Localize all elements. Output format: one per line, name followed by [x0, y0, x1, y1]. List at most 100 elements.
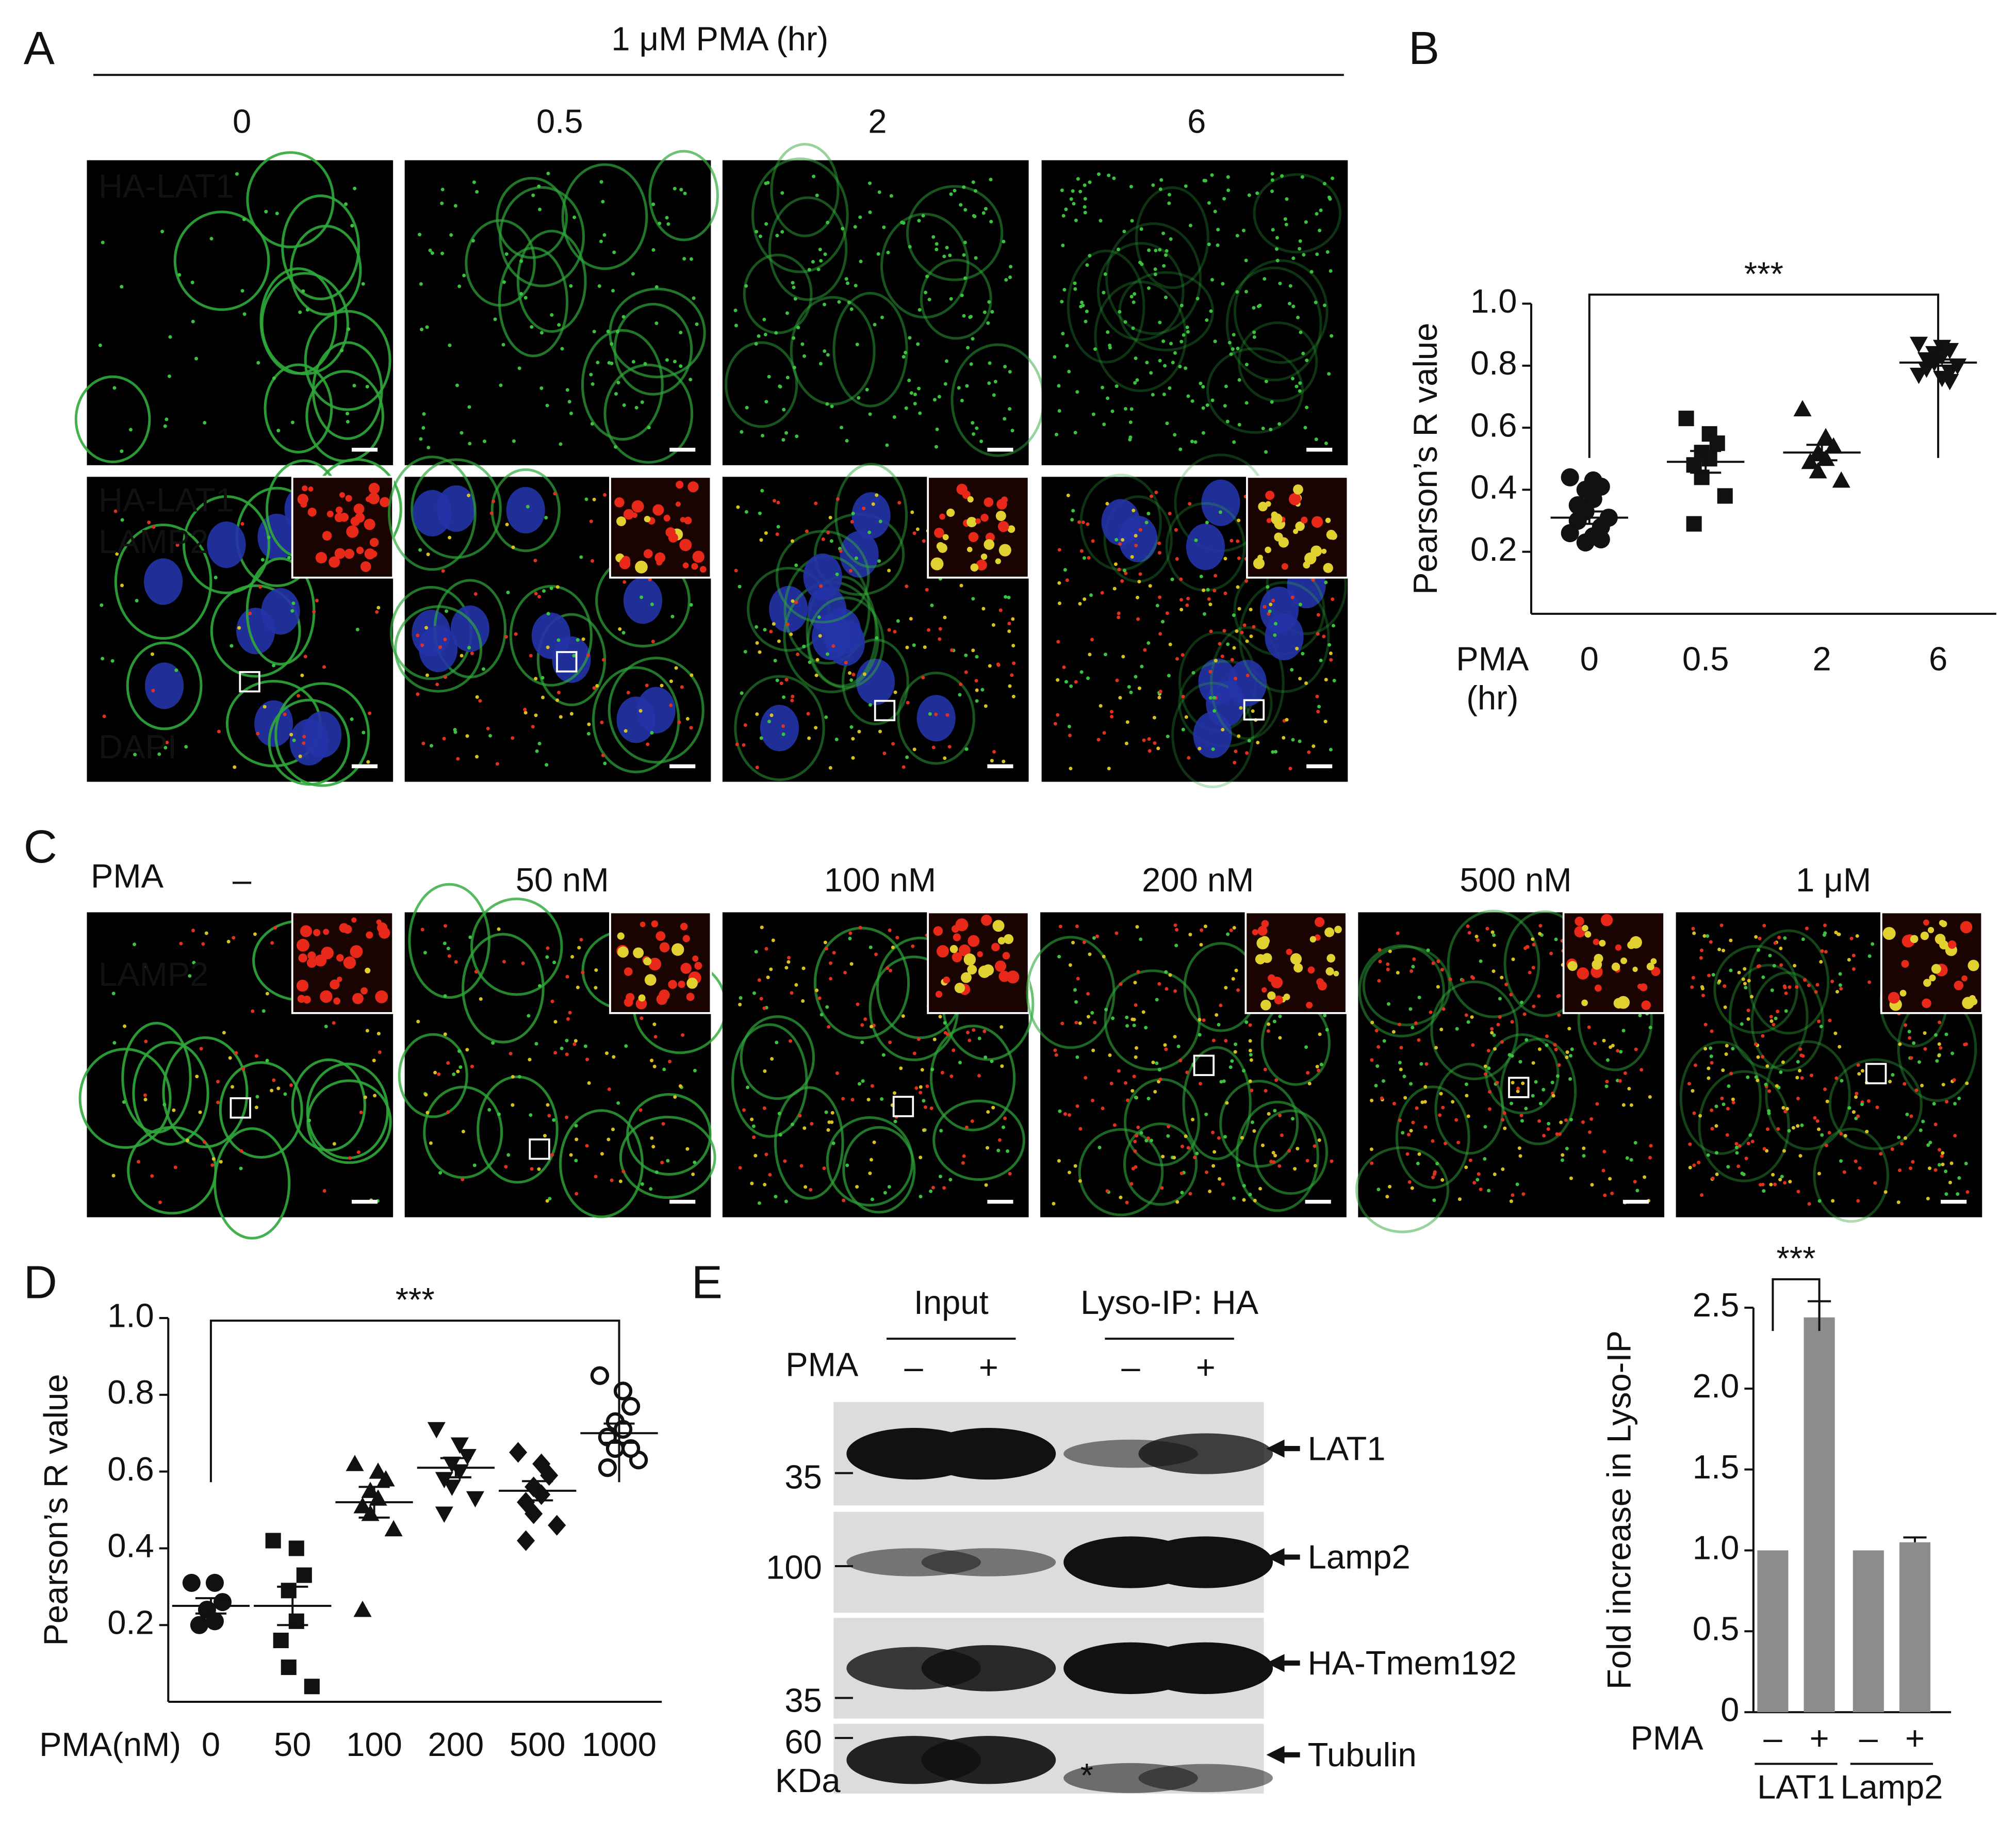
- cell-outline: [1135, 186, 1209, 289]
- point: [1686, 516, 1702, 532]
- puncta: [1063, 1112, 1068, 1116]
- puncta: [925, 1084, 929, 1088]
- puncta: [801, 966, 806, 970]
- puncta: [1221, 728, 1225, 732]
- puncta: [555, 585, 560, 589]
- puncta: [373, 1094, 377, 1098]
- puncta: [902, 355, 906, 359]
- puncta: [273, 925, 277, 930]
- puncta: [1867, 954, 1872, 958]
- inset-puncta: [656, 994, 668, 1005]
- puncta: [1213, 339, 1217, 344]
- puncta: [1140, 664, 1144, 669]
- puncta: [938, 1175, 942, 1179]
- cell-outline: [260, 272, 349, 376]
- puncta: [1522, 1012, 1527, 1016]
- puncta: [862, 672, 866, 676]
- puncta: [175, 543, 179, 547]
- puncta: [1518, 1154, 1522, 1158]
- puncta: [1629, 1158, 1633, 1162]
- puncta: [1012, 661, 1016, 665]
- puncta: [1815, 983, 1820, 987]
- nucleus: [1186, 523, 1225, 571]
- puncta: [565, 1038, 569, 1043]
- puncta: [1731, 1047, 1735, 1051]
- puncta: [1587, 1130, 1592, 1134]
- puncta: [1865, 1130, 1869, 1134]
- puncta: [422, 412, 426, 416]
- puncta: [1146, 1096, 1151, 1100]
- puncta: [468, 442, 472, 446]
- puncta: [1173, 1035, 1177, 1039]
- puncta: [931, 1185, 935, 1190]
- cell-outline: [291, 1058, 366, 1152]
- puncta: [755, 641, 759, 645]
- inset-puncta: [356, 546, 364, 555]
- inset-puncta: [997, 937, 1006, 945]
- cell-outline: [210, 584, 301, 678]
- puncta: [764, 222, 768, 226]
- puncta: [1103, 272, 1107, 276]
- puncta: [1152, 715, 1156, 720]
- puncta: [1303, 426, 1307, 430]
- inset-puncta: [984, 539, 995, 550]
- puncta: [1325, 1028, 1329, 1032]
- puncta: [289, 733, 293, 737]
- band: [921, 1427, 1056, 1480]
- puncta: [1322, 182, 1326, 186]
- puncta: [1327, 372, 1331, 376]
- puncta: [177, 273, 182, 277]
- puncta: [919, 1195, 923, 1199]
- puncta: [923, 1105, 927, 1109]
- puncta: [1112, 587, 1117, 591]
- puncta: [1304, 220, 1308, 224]
- puncta: [1898, 1168, 1902, 1173]
- puncta: [767, 375, 771, 379]
- cell-outline: [1679, 1040, 1762, 1155]
- puncta: [938, 637, 942, 641]
- roi-box: [239, 671, 260, 693]
- puncta: [610, 1178, 614, 1182]
- puncta: [737, 584, 742, 589]
- puncta: [1208, 696, 1212, 700]
- puncta: [818, 634, 822, 638]
- puncta: [1744, 986, 1748, 990]
- puncta: [1370, 1058, 1374, 1062]
- puncta: [1288, 767, 1292, 771]
- puncta: [1161, 620, 1165, 624]
- puncta: [267, 535, 271, 540]
- cell-outline: [770, 143, 840, 237]
- puncta: [270, 941, 274, 945]
- puncta: [848, 931, 853, 935]
- puncta: [1247, 193, 1251, 197]
- inset-puncta: [939, 513, 945, 520]
- puncta: [541, 695, 545, 699]
- puncta: [1065, 344, 1069, 348]
- puncta: [1121, 538, 1125, 542]
- inset-puncta: [644, 515, 651, 523]
- puncta: [565, 388, 569, 392]
- puncta: [1407, 1180, 1412, 1184]
- puncta: [1277, 1164, 1282, 1168]
- puncta: [973, 189, 977, 193]
- puncta: [818, 362, 823, 366]
- puncta: [537, 184, 541, 188]
- puncta: [537, 741, 542, 745]
- puncta: [1963, 1043, 1967, 1047]
- point: [1561, 468, 1579, 486]
- puncta: [1138, 528, 1142, 532]
- puncta: [1237, 607, 1241, 611]
- puncta: [1608, 1177, 1612, 1181]
- puncta: [772, 622, 776, 626]
- puncta: [1302, 253, 1306, 257]
- puncta: [1080, 300, 1084, 304]
- puncta: [1165, 987, 1169, 991]
- puncta: [322, 1189, 326, 1193]
- puncta: [689, 603, 693, 607]
- puncta: [283, 1092, 287, 1096]
- puncta: [587, 1081, 591, 1085]
- puncta: [792, 336, 796, 340]
- puncta: [517, 1075, 521, 1079]
- puncta: [913, 401, 917, 405]
- puncta: [1125, 1200, 1129, 1205]
